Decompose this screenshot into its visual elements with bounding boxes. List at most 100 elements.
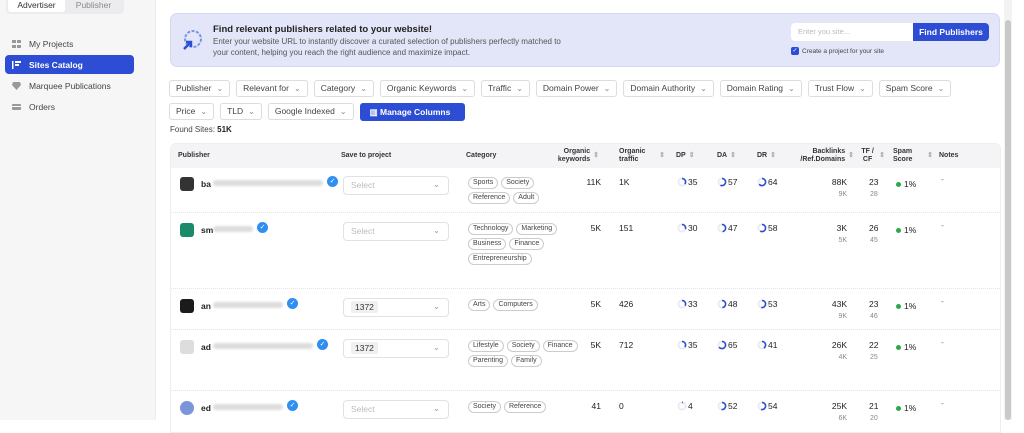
category-tag[interactable]: Marketing [516, 223, 558, 235]
publisher-name[interactable]: an [201, 301, 211, 311]
filter-domain-power[interactable]: Domain Power [535, 80, 618, 97]
citation-flow: 28 [870, 191, 878, 198]
site-input[interactable]: Enter you site... [791, 23, 915, 41]
dr-value: 58 [768, 223, 778, 233]
notes[interactable]: - [941, 220, 944, 230]
publisher-name[interactable]: ad [201, 342, 211, 352]
sidebar-item-orders[interactable]: Orders [5, 97, 134, 116]
find-publishers-button[interactable]: Find Publishers [913, 23, 989, 41]
ref-domains: 4K [838, 354, 847, 361]
category-tag[interactable]: Adult [513, 192, 540, 204]
ref-domains: 6K [838, 415, 847, 422]
filter-publisher[interactable]: Publisher [169, 80, 231, 97]
header-dr[interactable]: DR ⇕ [757, 144, 785, 168]
sort-icon[interactable]: ⇕ [593, 152, 599, 159]
category-tag[interactable]: Society [506, 340, 540, 352]
notes[interactable]: - [941, 398, 944, 408]
category-tag[interactable]: Lifestyle [468, 340, 504, 352]
publisher-name[interactable]: ba [201, 179, 211, 189]
header-organic-traffic[interactable]: Organic traffic ⇕ [619, 144, 665, 168]
filter-spam-score[interactable]: Spam Score [878, 80, 952, 97]
filter-tld[interactable]: TLD [220, 103, 262, 120]
filter-relevant-for[interactable]: Relevant for [236, 80, 308, 97]
filter-domain-rating[interactable]: Domain Rating [719, 80, 802, 97]
manage-columns-button[interactable]: ▥ Manage Columns [359, 103, 466, 121]
sort-icon[interactable]: ⇕ [659, 152, 665, 159]
header-dp[interactable]: DP ⇕ [676, 144, 708, 168]
category-tag[interactable]: Family [510, 355, 542, 367]
mode-publisher[interactable]: Publisher [75, 0, 112, 10]
status-dot [896, 406, 901, 411]
header-backlinks-ref-domains[interactable]: Backlinks /Ref.Domains ⇕ [787, 144, 854, 168]
save-to-project-select[interactable]: Select [343, 176, 449, 195]
sort-icon[interactable]: ⇕ [688, 152, 695, 159]
sort-icon[interactable]: ⇕ [770, 152, 776, 159]
publisher-name[interactable]: ed [201, 403, 211, 413]
header-organic-keywords[interactable]: Organic keywords ⇕ [551, 144, 599, 168]
filter-category[interactable]: Category [313, 80, 374, 97]
sidebar-item-sites-catalog[interactable]: Sites Catalog [5, 55, 134, 74]
sort-icon[interactable]: ⇕ [848, 152, 854, 159]
organic-traffic: 712 [619, 340, 634, 350]
category-tag[interactable]: Parenting [468, 355, 508, 367]
category-tags: Technology Marketing Business Finance Entrep… [468, 223, 578, 265]
citation-flow: 25 [870, 354, 878, 361]
save-to-project-select[interactable]: 1372 [343, 298, 449, 317]
header-spam-score[interactable]: Spam Score ⇕ [893, 144, 933, 168]
category-tags: Sports Society Reference Adult [468, 177, 578, 204]
filter-domain-authority[interactable]: Domain Authority [623, 80, 714, 97]
publisher-name[interactable]: sm [201, 225, 214, 235]
notes[interactable]: - [941, 337, 944, 347]
sidebar: Advertiser Publisher My Projects Sites C… [0, 0, 156, 420]
da-score: 48 [717, 299, 737, 309]
trust-flow: 26 [869, 223, 879, 233]
dr-score: 54 [757, 401, 777, 411]
dp-value: 30 [688, 223, 698, 233]
sort-icon[interactable]: ⇕ [879, 152, 885, 159]
save-to-project-select[interactable]: Select [343, 222, 449, 241]
select-value: 1372 [351, 301, 378, 313]
save-to-project-select[interactable]: Select [343, 400, 449, 419]
header-tf-cf[interactable]: TF / CF ⇕ [859, 144, 885, 168]
dp-score: 30 [677, 223, 697, 233]
spam-score: 1% [896, 403, 916, 413]
filter-price[interactable]: Price [169, 103, 215, 120]
category-tag[interactable]: Society [501, 177, 535, 189]
dr-value: 64 [768, 177, 778, 187]
save-to-project-select[interactable]: 1372 [343, 339, 449, 358]
notes[interactable]: - [941, 174, 944, 184]
category-tag[interactable]: Reference [503, 401, 547, 413]
organic-keywords: 11K [586, 177, 602, 187]
sort-icon[interactable]: ⇕ [927, 152, 933, 159]
notes[interactable]: - [941, 296, 944, 306]
category-tag[interactable]: Entrepreneurship [468, 253, 532, 265]
category-tag[interactable]: Finance [542, 340, 578, 352]
sidebar-item-marquee-publications[interactable]: Marquee Publications [5, 76, 134, 95]
header-da[interactable]: DA ⇕ [717, 144, 749, 168]
dp-score-gauge [677, 177, 687, 187]
spam-value: 1% [904, 301, 917, 311]
category-tag[interactable]: Computers [493, 299, 538, 311]
category-tag[interactable]: Society [468, 401, 501, 413]
scrollbar[interactable] [1004, 0, 1012, 420]
sort-icon[interactable]: ⇕ [730, 152, 736, 159]
filter-google-indexed[interactable]: Google Indexed [267, 103, 354, 120]
category-tag[interactable]: Arts [468, 299, 491, 311]
category-tag[interactable]: Finance [509, 238, 545, 250]
trust-flow: 22 [869, 340, 879, 350]
create-project-checkbox[interactable]: ✓ Create a project for your site [791, 47, 885, 55]
backlinks: 25K [831, 401, 847, 411]
filter-trust-flow[interactable]: Trust Flow [807, 80, 873, 97]
category-tag[interactable]: Reference [468, 192, 511, 204]
banner-text: Enter your website URL to instantly disc… [213, 37, 561, 57]
filter-organic-keywords[interactable]: Organic Keywords [379, 80, 476, 97]
category-tag[interactable]: Technology [468, 223, 514, 235]
category-tag[interactable]: Sports [468, 177, 499, 189]
mode-advertiser[interactable]: Advertiser [8, 0, 65, 12]
filter-traffic[interactable]: Traffic [481, 80, 530, 97]
spam-score: 1% [896, 179, 916, 189]
spam-score: 1% [896, 225, 916, 235]
category-tag[interactable]: Business [468, 238, 507, 250]
sidebar-item-my-projects[interactable]: My Projects [5, 34, 134, 53]
